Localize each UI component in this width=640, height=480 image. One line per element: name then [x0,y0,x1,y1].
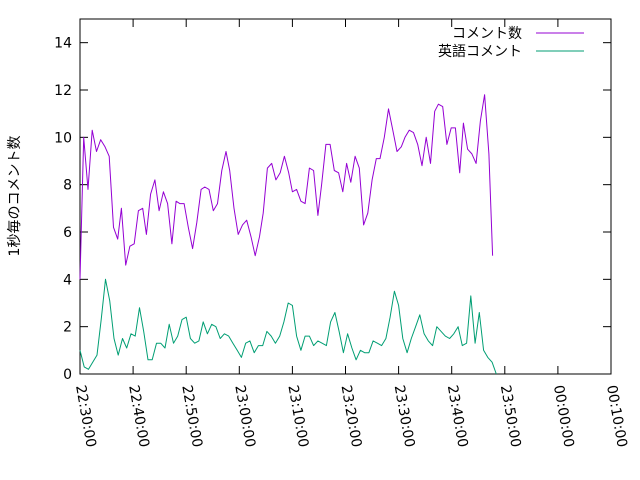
legend-label: コメント数 [452,26,522,42]
y-axis: 0 2 4 6 8 10 12 14 [54,36,611,383]
plot-area [79,18,612,375]
x-axis: 22:30:00 22:40:00 22:50:00 23:00:00 23:10:00… [72,19,630,449]
y-tick-label: 12 [54,83,72,99]
y-tick-label: 4 [63,272,72,288]
x-tick-label: 22:50:00 [178,384,205,449]
y-axis-label: 1秒毎のコメント数 [7,136,23,257]
y-tick-label: 8 [63,178,72,194]
legend-label: 英語コメント [438,43,522,60]
plot-border [79,18,612,375]
series-layer [79,94,497,375]
y-tick-label: 14 [54,36,72,52]
x-tick-label: 22:30:00 [72,384,99,449]
x-tick-label: 22:40:00 [125,384,152,449]
y-tick-label: 2 [63,320,72,336]
y-tick-label: 10 [54,130,72,146]
x-tick-label: 23:30:00 [391,384,418,449]
x-tick-label: 23:20:00 [338,384,365,449]
x-tick-label: 23:50:00 [497,384,524,449]
y-tick-label: 6 [63,225,72,241]
x-tick-label: 23:10:00 [284,384,311,449]
x-tick-label: 23:40:00 [444,384,471,449]
x-tick-label: 00:00:00 [550,384,577,449]
x-tick-label: 00:10:00 [603,384,630,449]
series-line-1 [79,278,497,375]
y-tick-label: 0 [63,367,72,383]
series-line-0 [79,94,494,280]
x-tick-label: 23:00:00 [231,384,258,449]
